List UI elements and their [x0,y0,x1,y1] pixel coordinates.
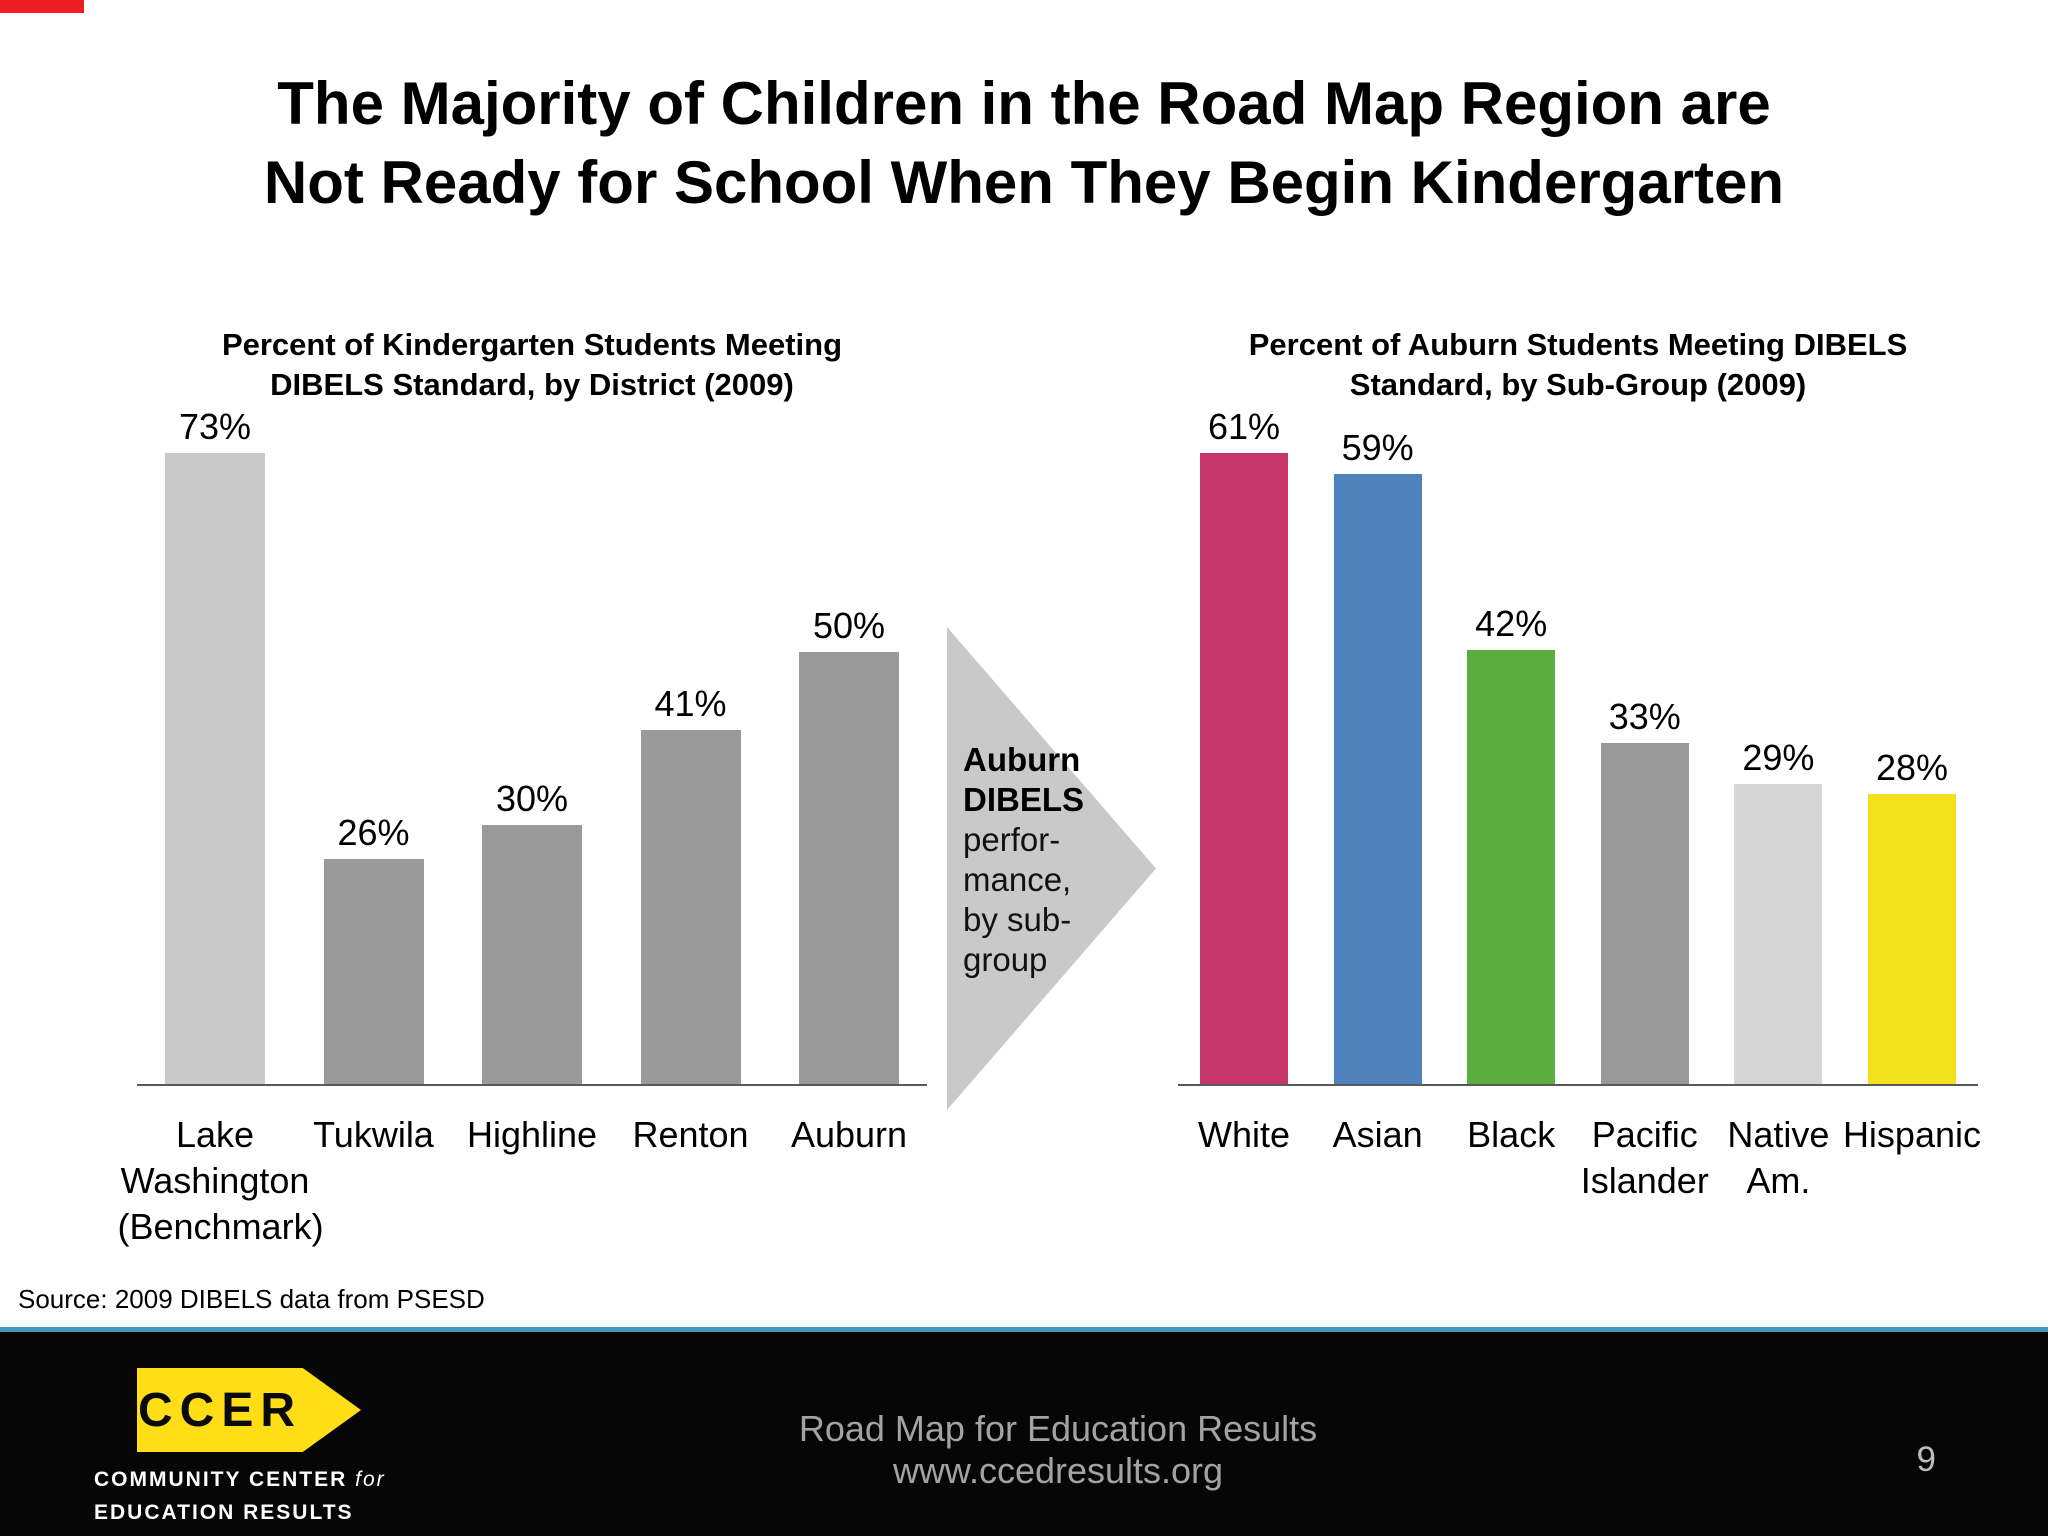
bar-column: 28% [1846,747,1978,1084]
ccer-logo-text: CCER [137,1383,302,1437]
bar-value-label: 28% [1875,747,1948,788]
bar [640,730,741,1084]
slide-title: The Majority of Children in the Road Map… [0,64,2048,222]
bar-value-label: 30% [495,778,569,819]
footer-url: www.ccedresults.org [892,1450,1224,1492]
org-name-line2: EDUCATION RESULTS [94,1501,354,1524]
footer [0,1332,2048,1536]
arrow-label-line: mance, [963,861,1072,898]
subgroup-chart: Percent of Auburn Students Meeting DIBEL… [1178,325,1981,1204]
district-chart: Percent of Kindergarten Students Meeting… [117,325,927,1250]
bar [165,453,265,1084]
bar-value-label: 33% [1608,696,1681,737]
bar [1333,474,1422,1084]
arrow-label-line: Auburn [963,741,1081,778]
bar [1867,794,1956,1084]
org-name-text: COMMUNITY CENTER [94,1468,348,1491]
top-accent-strip [0,0,84,13]
bar-value-label: 61% [1207,406,1281,447]
plot-area: 61% 59% 42% 33% 29% 28% [1178,406,1978,1086]
bar [1200,453,1288,1084]
arrow-label: Auburn DIBELS perfor- mance, by sub- gro… [963,740,1138,980]
category-label: Lake Washington (Benchmark) [117,1114,324,1248]
arrow-label-line: group [963,941,1048,978]
bar [323,859,424,1084]
page-number: 9 [1916,1440,1936,1479]
subgroup-chart-title: Percent of Auburn Students Meeting DIBEL… [1248,327,1908,403]
category-labels: Lake Washington (Benchmark) Tukwila Highli… [117,1112,927,1250]
footer-divider-line [0,1327,2048,1332]
bar-value-label: 41% [654,683,727,724]
category-label: Renton [632,1114,749,1155]
category-label: Hispanic [1842,1114,1981,1155]
bar-column: 61% [1178,406,1310,1084]
footer-center-text: Road Map for Education Results www.ccedr… [0,1408,2048,1493]
category-label: Pacific Islander [1580,1114,1709,1202]
bar-column: 42% [1445,603,1577,1084]
arrow-label-line: DIBELS [963,781,1085,818]
category-label: Native Am. [1727,1114,1830,1202]
category-label: White [1197,1114,1291,1155]
bar-column: 73% [137,406,293,1084]
category-label: Black [1467,1114,1556,1155]
slide-title-line1: The Majority of Children in the Road Map… [277,70,1771,137]
bar-column: 41% [613,683,769,1084]
bar-value-label: 59% [1341,427,1414,468]
category-label: Highline [466,1114,598,1155]
bar-column: 26% [296,812,452,1084]
district-chart-title: Percent of Kindergarten Students Meeting… [221,327,843,403]
org-name-for: for [355,1468,386,1491]
bar-value-label: 26% [337,812,410,853]
arrow-label-line: by sub- [963,901,1072,938]
category-label: Asian [1332,1114,1423,1155]
bar [1734,784,1823,1084]
bar-column: 50% [771,605,927,1084]
arrow-label-line: perfor- [963,821,1061,858]
footer-program-name: Road Map for Education Results [798,1408,1318,1449]
bar [1600,743,1689,1084]
bar [799,652,899,1084]
bar-column: 29% [1712,737,1844,1084]
bar-value-label: 50% [812,605,886,646]
bar-value-label: 73% [178,406,252,447]
bar-value-label: 29% [1742,737,1815,778]
category-labels: White Asian Black Pacific Islander Native Am… [1178,1112,1981,1204]
bar-column: 33% [1579,696,1711,1084]
org-name-line1: COMMUNITY CENTER for [94,1468,386,1492]
plot-area: 73% 26% 30% 41% 50% [137,406,927,1086]
bar-column: 30% [454,778,610,1084]
category-label: Tukwila [313,1114,434,1155]
bar [482,825,582,1084]
bar [1467,650,1556,1084]
bar-column: 59% [1312,427,1444,1084]
source-note: Source: 2009 DIBELS data from PSESD [18,1284,485,1314]
slide-title-line2: Not Ready for School When They Begin Kin… [263,149,1785,217]
category-label: Auburn [790,1114,908,1155]
bar-value-label: 42% [1475,603,1548,644]
